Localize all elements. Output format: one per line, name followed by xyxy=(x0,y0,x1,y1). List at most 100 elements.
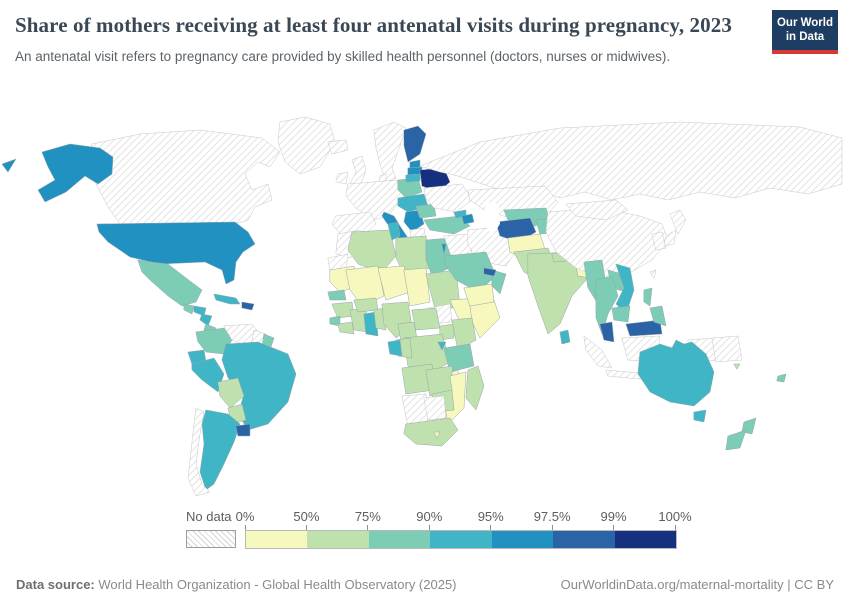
country-chad[interactable] xyxy=(403,267,431,307)
legend-tick-label: 100% xyxy=(658,509,692,524)
country-estonia[interactable] xyxy=(409,159,421,169)
country-lithuania[interactable] xyxy=(405,173,421,183)
country-cambodia[interactable] xyxy=(611,305,631,323)
country-yemen[interactable] xyxy=(463,283,495,307)
legend-tick-mark xyxy=(674,525,676,530)
country-philippines[interactable] xyxy=(643,287,653,307)
chart-footer: Data source: World Health Organization -… xyxy=(0,577,850,592)
legend-tick-label: 0% xyxy=(235,509,255,524)
country-israel[interactable] xyxy=(441,243,447,255)
country-malaysia[interactable] xyxy=(599,321,615,343)
legend-tick-label: 97.5% xyxy=(533,509,571,524)
legend-tick-label: 99% xyxy=(600,509,627,524)
country-mongolia[interactable] xyxy=(565,199,629,221)
country-greenland[interactable] xyxy=(277,116,336,175)
country-fiji[interactable] xyxy=(776,373,787,383)
country-finland[interactable] xyxy=(403,125,427,163)
legend-bins: 0% 50% 75% 90% 95% 97.5% 99% 100% xyxy=(236,509,692,553)
legend-tick-mark xyxy=(305,525,307,530)
country-guatemala[interactable] xyxy=(183,303,195,315)
world-choropleth-map[interactable] xyxy=(0,112,850,504)
legend-bin-75-90%[interactable] xyxy=(368,531,431,548)
legend-no-data-label: No data xyxy=(186,509,232,524)
country-rwanda-burundi[interactable] xyxy=(437,341,447,351)
country-united-states[interactable] xyxy=(37,143,114,203)
country-ireland[interactable] xyxy=(335,171,349,185)
country-senegal[interactable] xyxy=(327,289,347,301)
country-algeria[interactable] xyxy=(347,229,397,273)
legend-no-data-swatch[interactable] xyxy=(186,530,236,548)
country-indonesia[interactable] xyxy=(583,335,613,369)
country-argentina[interactable] xyxy=(199,409,241,491)
legend-tick-mark xyxy=(428,525,430,530)
country-united-states[interactable] xyxy=(1,158,17,173)
owid-logo[interactable]: Our World in Data xyxy=(772,10,838,54)
country-dominican-republic[interactable] xyxy=(241,301,255,311)
country-ghana[interactable] xyxy=(363,311,379,337)
legend-bin-97.5-99%[interactable] xyxy=(553,531,615,548)
country-japan[interactable] xyxy=(669,209,687,235)
country-uae[interactable] xyxy=(483,267,497,277)
country-taiwan[interactable] xyxy=(649,269,657,279)
country-central-african-republic[interactable] xyxy=(411,307,441,331)
data-source: Data source: World Health Organization -… xyxy=(16,577,457,592)
country-russia[interactable] xyxy=(419,121,843,201)
country-chile[interactable] xyxy=(187,407,211,497)
country-new-zealand[interactable] xyxy=(725,429,747,451)
country-turkey[interactable] xyxy=(423,215,471,235)
legend-color-bar[interactable] xyxy=(245,530,677,549)
data-source-text: World Health Organization - Global Healt… xyxy=(94,577,457,592)
country-papua-new-guinea[interactable] xyxy=(711,335,743,363)
country-united-states[interactable] xyxy=(96,221,256,285)
legend-bin-50-75%[interactable] xyxy=(307,531,369,548)
country-oman[interactable] xyxy=(491,269,507,295)
country-china[interactable] xyxy=(545,207,669,279)
country-japan[interactable] xyxy=(663,229,677,247)
country-thailand[interactable] xyxy=(595,275,619,335)
country-liberia[interactable] xyxy=(337,321,355,335)
country-tunisia[interactable] xyxy=(387,221,401,241)
country-norway-sweden[interactable] xyxy=(373,121,407,183)
country-azerbaijan[interactable] xyxy=(461,213,475,225)
country-vanuatu[interactable] xyxy=(733,363,741,370)
legend-bin-95-97.5%[interactable] xyxy=(491,531,554,548)
country-korea[interactable] xyxy=(651,231,667,251)
country-cuba[interactable] xyxy=(213,293,241,305)
country-gabon[interactable] xyxy=(387,339,403,357)
country-lesotho[interactable] xyxy=(433,431,441,439)
legend-tick-label: 95% xyxy=(477,509,504,524)
country-tanzania[interactable] xyxy=(443,343,475,373)
country-australia[interactable] xyxy=(693,409,707,423)
country-uruguay[interactable] xyxy=(235,423,251,437)
chart-header: Share of mothers receiving at least four… xyxy=(15,10,755,66)
country-canada[interactable] xyxy=(89,129,281,225)
country-iceland[interactable] xyxy=(327,139,349,155)
legend-tick-mark xyxy=(490,525,492,530)
legend-bin-99-100%[interactable] xyxy=(614,531,676,548)
country-romania[interactable] xyxy=(415,203,437,219)
country-bolivia[interactable] xyxy=(217,377,245,409)
country-madagascar[interactable] xyxy=(465,365,485,411)
legend-tick-label: 75% xyxy=(354,509,381,524)
country-south-africa[interactable] xyxy=(403,417,459,447)
country-botswana[interactable] xyxy=(423,395,447,421)
owid-logo-line2: in Data xyxy=(785,31,825,43)
country-mexico[interactable] xyxy=(137,259,203,307)
country-australia[interactable] xyxy=(637,339,715,407)
country-malaysia[interactable] xyxy=(625,319,663,337)
country-kenya[interactable] xyxy=(451,317,477,351)
map-legend: No data 0% 50% 75% 90% 95% 97.5% 99% 100% xyxy=(186,509,692,553)
country-united-kingdom[interactable] xyxy=(349,155,367,187)
country-philippines[interactable] xyxy=(649,305,667,327)
chart-subtitle: An antenatal visit refers to pregnancy c… xyxy=(15,49,671,65)
country-peru[interactable] xyxy=(191,357,225,393)
legend-no-data[interactable]: No data xyxy=(186,509,236,548)
data-source-label: Data source: xyxy=(16,577,95,592)
legend-bin-0-50%[interactable] xyxy=(246,531,308,548)
country-sri-lanka[interactable] xyxy=(559,329,571,345)
legend-tick-mark xyxy=(613,525,615,530)
world-map-svg[interactable] xyxy=(0,112,850,504)
owid-credit-link[interactable]: OurWorldinData.org/maternal-mortality | … xyxy=(560,577,834,592)
legend-bin-90-95%[interactable] xyxy=(430,531,492,548)
